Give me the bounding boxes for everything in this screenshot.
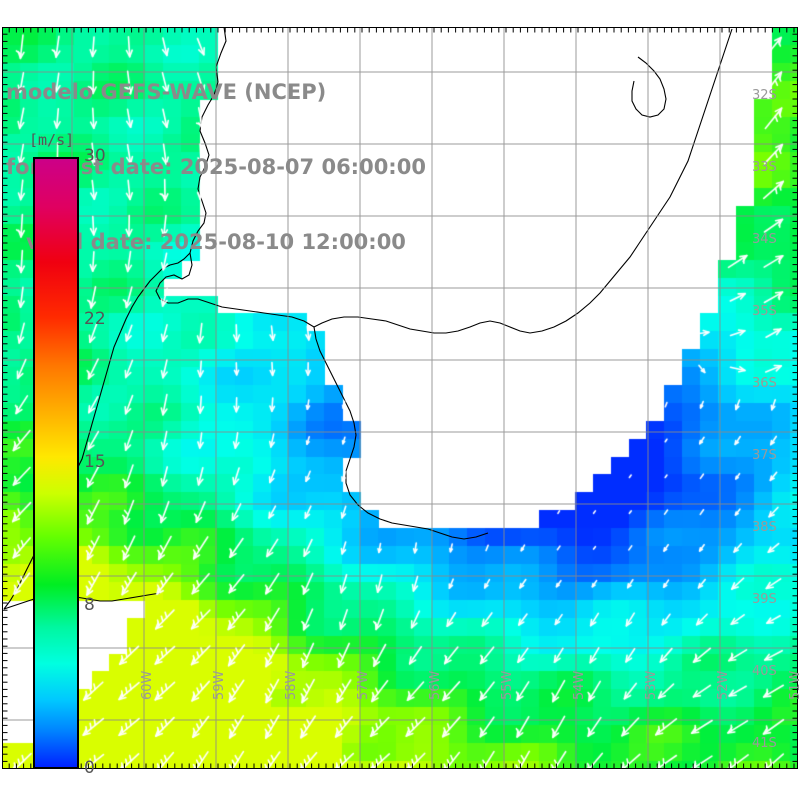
- axis-right-ticks: [792, 27, 798, 769]
- longitude-label: 52W: [716, 670, 731, 700]
- longitude-label: 57W: [356, 670, 371, 700]
- latitude-label: 32S: [752, 88, 777, 103]
- latitude-label: 38S: [752, 520, 777, 535]
- longitude-label: 60W: [140, 670, 155, 700]
- axis-top-ticks: [2, 27, 795, 33]
- longitude-label: 58W: [284, 670, 299, 700]
- colorbar-tick: 30: [84, 146, 106, 166]
- colorbar-units-label: [m/s]: [29, 131, 75, 149]
- longitude-label: 55W: [500, 670, 515, 700]
- longitude-label: 53W: [644, 670, 659, 700]
- colorbar-tick: 22: [84, 309, 106, 330]
- colorbar-tick: 15: [84, 452, 106, 472]
- colorbar-tick: 0: [84, 758, 95, 778]
- latitude-label: 40S: [752, 664, 777, 679]
- colorbar-tick: 8: [84, 594, 95, 615]
- latitude-label: 36S: [752, 376, 777, 391]
- longitude-label: 54W: [572, 670, 587, 700]
- latitude-label: 41S: [752, 736, 777, 751]
- latitude-label: 34S: [752, 232, 777, 247]
- latitude-label: 33S: [752, 160, 777, 175]
- wind-barb-overlay: [2, 27, 798, 769]
- latitude-label: 39S: [752, 592, 777, 607]
- title-model: modelo GEFS-WAVE (NCEP): [6, 80, 327, 104]
- colorbar[interactable]: [33, 157, 79, 769]
- longitude-label: 56W: [428, 670, 443, 700]
- longitude-label: 59W: [212, 670, 227, 700]
- map-plot-area[interactable]: [2, 27, 798, 769]
- axis-left-ticks: [2, 27, 8, 769]
- axis-bottom-ticks: [2, 763, 795, 769]
- colorbar-gradient: [33, 157, 79, 769]
- latitude-label: 35S: [752, 304, 777, 319]
- latitude-label: 37S: [752, 448, 777, 463]
- longitude-label: 51W: [788, 670, 800, 700]
